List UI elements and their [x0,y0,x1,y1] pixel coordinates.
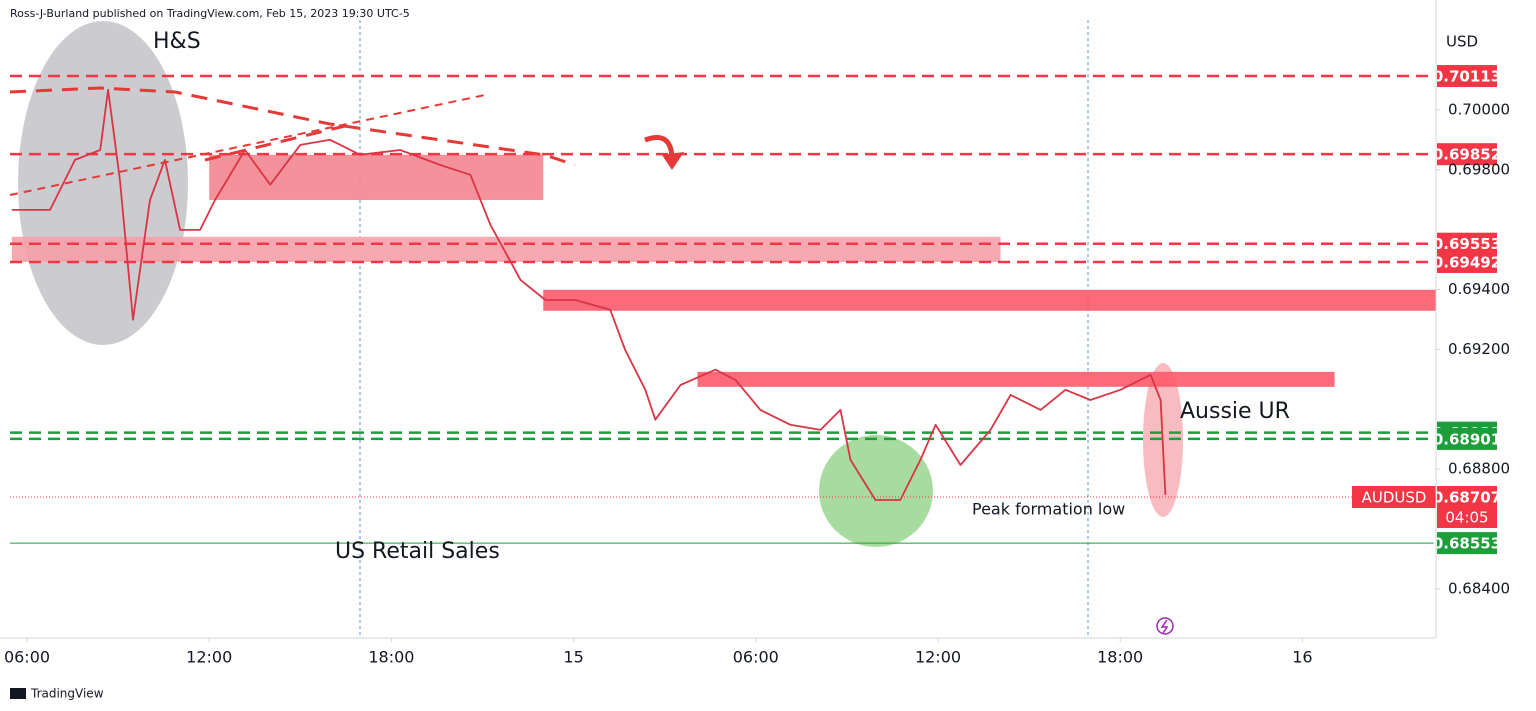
price-line [11,88,1167,501]
x-tick-label: 18:00 [1097,648,1143,667]
level-label: 0.68553 [1433,535,1501,553]
y-tick-label: 0.69800 [1448,160,1510,178]
annotation: Peak formation low [972,500,1125,519]
y-tick-label: 0.69400 [1448,280,1510,298]
y-tick-label: 0.69200 [1448,340,1510,358]
level-box [1437,143,1497,166]
level-label: 0.69553 [1433,235,1501,253]
y-tick-label: 0.70000 [1448,100,1510,118]
event-icon [1160,619,1169,634]
y-axis-label: USD [1446,33,1478,51]
level-box [1437,532,1497,555]
zone [543,289,1436,311]
level-box [1437,232,1497,255]
annotation: US Retail Sales [335,539,500,564]
level-box [1437,485,1497,508]
level-box [1437,250,1497,273]
event-icon [1156,617,1174,635]
source: TradingView [30,687,104,701]
x-tick-label: 06:00 [4,648,50,667]
annotation: Aussie UR [1180,399,1290,424]
y-tick-label: 0.68800 [1448,460,1510,478]
level-box [1437,65,1497,88]
zone [11,236,1001,262]
annotation: H&S [153,29,201,54]
zone [697,371,1335,387]
hs-ellipse [18,21,188,345]
level-label: 0.68707 [1433,488,1501,506]
x-tick-label: 16 [1292,648,1312,667]
header: Ross-J-Burland published on TradingView.… [10,7,410,20]
level-label: 0.69492 [1433,253,1501,271]
logo [10,688,26,699]
neckline [9,86,576,167]
level-label: 0.70113 [1433,68,1501,86]
x-tick-label: 18:00 [368,648,414,667]
x-tick-label: 12:00 [186,648,232,667]
low-ellipse [819,435,933,547]
countdown-label: 04:05 [1445,508,1488,526]
x-tick-label: 06:00 [733,648,779,667]
zone [209,154,544,200]
trendline [9,94,486,196]
level-label: 0.69852 [1433,146,1501,164]
countdown-box [1437,507,1497,528]
x-tick-label: 12:00 [915,648,961,667]
arrow-head [662,152,684,170]
level-box [1437,427,1497,450]
y-tick-label: 0.68400 [1448,579,1510,597]
level-label: 0.68901 [1433,430,1501,448]
x-tick-label: 15 [563,648,583,667]
symbol-label: AUDUSD [1362,488,1427,506]
symbol-box [1352,485,1436,508]
